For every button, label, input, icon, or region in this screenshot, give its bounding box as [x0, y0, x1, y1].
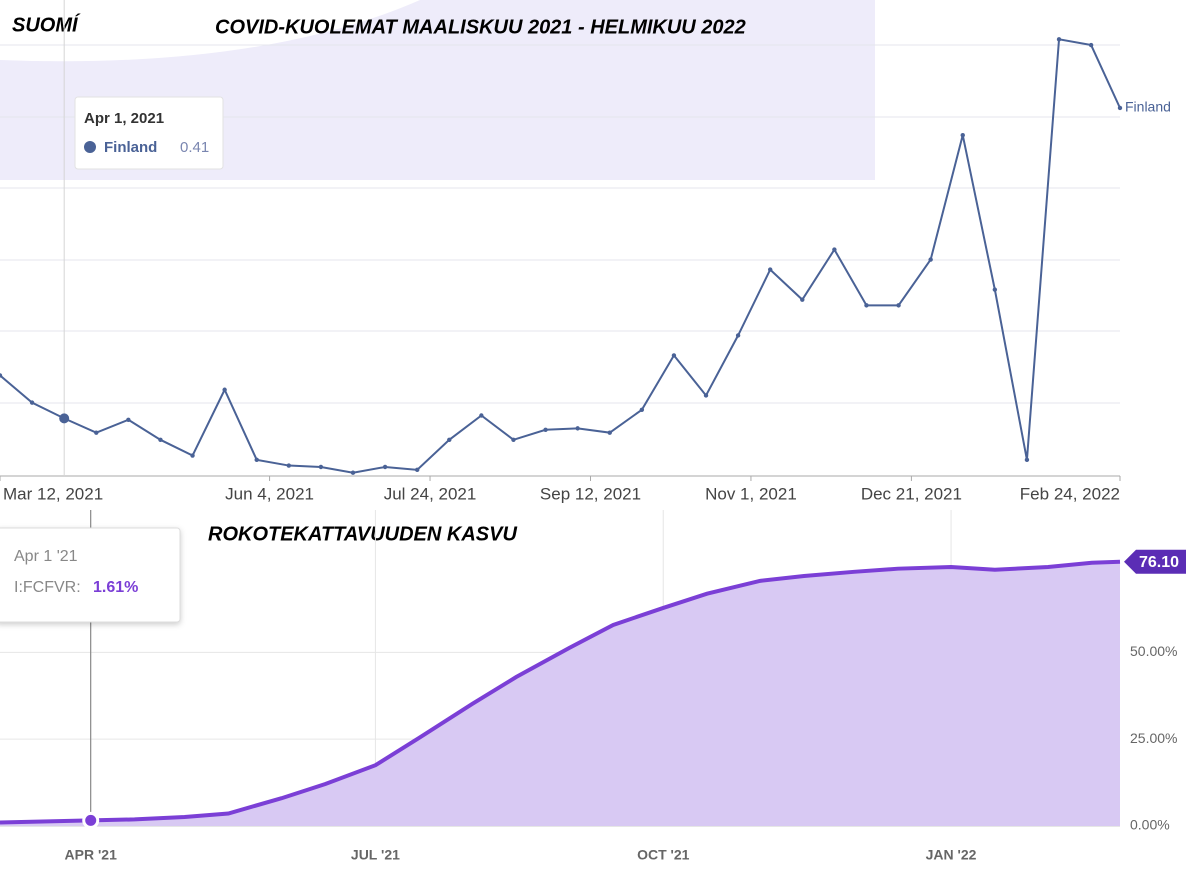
data-point [1088, 42, 1094, 48]
chart-title: ROKOTEKATTAVUUDEN KASVU [208, 523, 517, 545]
data-point [82, 811, 100, 829]
x-tick-label: Feb 24, 2022 [1020, 484, 1120, 503]
tooltip-series: Finland [104, 139, 157, 156]
value-label: 76.10 [1139, 554, 1179, 571]
data-point [59, 413, 70, 424]
data-point [639, 407, 645, 412]
series-area [0, 561, 1120, 826]
data-point [254, 457, 259, 463]
top-chart: Mar 12, 2021 Jun 4, 2021 Jul 24, 2021 Sep 1… [0, 0, 1171, 503]
chart-title: COVID-KUOLEMAT MAALISKUU 2021 - HELMIKUU… [215, 16, 746, 38]
data-point [511, 437, 516, 443]
x-tick-label: Jul 24, 2021 [384, 484, 477, 503]
data-point [479, 413, 484, 418]
data-point [768, 267, 773, 272]
data-point [318, 464, 324, 470]
x-tick-label: Jun 4, 2021 [225, 484, 314, 503]
y-tick-label: 50.00% [1130, 643, 1177, 659]
data-point [1024, 457, 1030, 463]
data-point [928, 257, 933, 262]
data-point [543, 427, 548, 432]
chart-subtitle: SUOMÍ [12, 13, 81, 36]
series-line [0, 38, 1121, 474]
data-point [350, 470, 356, 475]
y-tick-label: 0.00% [1130, 817, 1170, 833]
x-tick-label: JAN '22 [926, 847, 977, 863]
data-point [222, 387, 227, 392]
x-tick-label: OCT '21 [637, 847, 690, 863]
tooltip-box [74, 96, 224, 170]
tooltip-series: I:FCFVR: [14, 579, 81, 596]
y-tick-label: 25.00% [1130, 730, 1177, 746]
data-point [800, 297, 805, 302]
data-point [896, 303, 901, 308]
tooltip-box [0, 527, 181, 623]
bottom-chart: 0.00% 25.00% 50.00% APR '21 JUL '21 OCT '21 JA… [0, 510, 1186, 863]
data-point [832, 247, 837, 252]
x-tick-label: JUL '21 [351, 847, 400, 863]
tooltip-title: Apr 1 '21 [14, 548, 78, 565]
x-tick-label: Nov 1, 2021 [705, 484, 797, 503]
data-point [607, 430, 612, 435]
data-point [29, 400, 35, 405]
data-point [126, 417, 131, 422]
series-label: Finland [1125, 99, 1171, 115]
data-point [414, 467, 420, 473]
data-point [735, 333, 741, 338]
data-point [0, 373, 3, 378]
data-point [286, 463, 292, 468]
series-line [0, 559, 1121, 825]
data-point [703, 393, 709, 398]
data-point [992, 287, 998, 292]
tooltip-marker [84, 141, 96, 153]
data-point [94, 430, 99, 435]
x-tick-label: APR '21 [65, 847, 118, 863]
data-point [1056, 37, 1062, 42]
data-point [382, 464, 388, 470]
data-point [671, 353, 677, 358]
tooltip-title: Apr 1, 2021 [84, 110, 164, 127]
value-badge [1124, 549, 1186, 574]
data-point [158, 437, 163, 443]
x-tick-label: Sep 12, 2021 [540, 484, 641, 503]
data-point [575, 426, 580, 431]
data-point [1117, 105, 1123, 111]
tooltip-value: 0.41 [180, 139, 209, 156]
tooltip-value: 1.61% [93, 579, 138, 596]
x-tick-label: Dec 21, 2021 [861, 484, 962, 503]
data-point [447, 437, 452, 443]
data-point [864, 303, 869, 308]
data-point [190, 453, 195, 458]
x-tick-label: Mar 12, 2021 [3, 484, 103, 503]
data-point [960, 132, 965, 138]
